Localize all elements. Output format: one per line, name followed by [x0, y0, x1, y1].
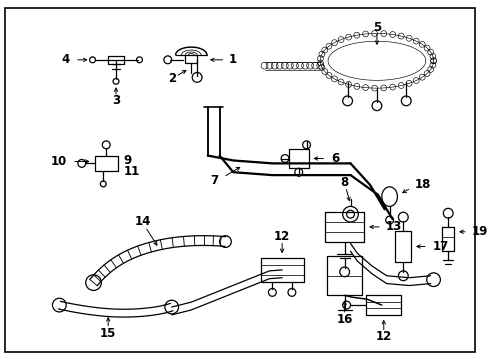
Text: 9: 9	[123, 154, 132, 167]
Text: 11: 11	[123, 165, 140, 178]
Text: 18: 18	[414, 179, 430, 192]
Text: 12: 12	[273, 230, 290, 243]
Text: 3: 3	[112, 94, 120, 107]
Text: 1: 1	[228, 53, 236, 66]
Text: 12: 12	[375, 330, 391, 343]
Text: 16: 16	[336, 313, 352, 326]
Text: 6: 6	[330, 152, 339, 165]
Text: 7: 7	[210, 175, 218, 188]
Text: 15: 15	[100, 327, 116, 340]
Text: 4: 4	[61, 53, 70, 66]
Text: 5: 5	[372, 21, 380, 34]
Text: 10: 10	[51, 155, 67, 168]
Text: 14: 14	[134, 215, 150, 228]
Text: 13: 13	[385, 220, 401, 233]
Text: 17: 17	[432, 240, 448, 253]
Text: 8: 8	[340, 176, 348, 189]
Text: 19: 19	[471, 225, 487, 238]
Text: 2: 2	[167, 72, 175, 85]
